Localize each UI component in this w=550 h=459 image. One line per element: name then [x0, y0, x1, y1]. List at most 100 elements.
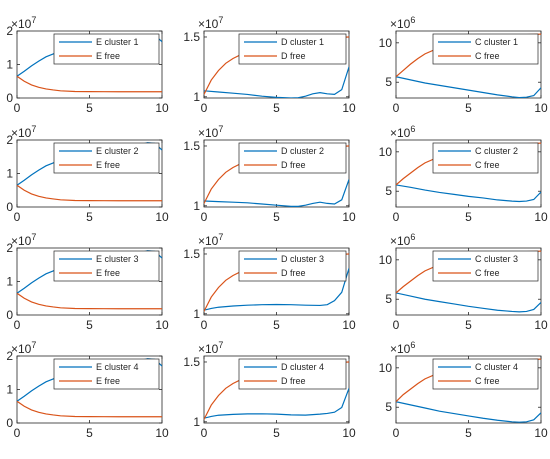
panel-1-2-series-1-line: [204, 66, 349, 98]
panel-4-1-xtick-label: 5: [86, 426, 93, 440]
panel-2-2-legend-label: D free: [281, 160, 306, 170]
panel-4-2-xtick-label: 0: [201, 426, 208, 440]
panel-1-3-xtick-label: 5: [465, 101, 472, 115]
panel-4-1-series-2-line: [17, 400, 162, 418]
panel-2-1-ytick-label: 1: [6, 167, 13, 181]
panel-1-1-series-2-line: [17, 75, 162, 93]
panel-3-3-ytick-label: 10: [379, 253, 393, 267]
panel-1-2-ytick-label: 1.5: [183, 30, 200, 44]
panel-2-3-legend-label: C free: [475, 160, 500, 170]
panel-4-2-ytick-label: 1: [193, 415, 200, 429]
panel-1-1-ytick-label: 0: [6, 91, 13, 105]
panel-3-1: 0 5 10 0 1 2×107 E cluster 3 E free: [6, 232, 169, 332]
panel-4-1-ytick-label: 2: [6, 349, 13, 363]
panel-4-3-xtick-label: 5: [465, 426, 472, 440]
panel-1-3-xtick-label: 10: [534, 101, 548, 115]
panel-1-3-ytick-label: 10: [379, 36, 393, 50]
panel-2-2-series-1-line: [204, 179, 349, 207]
panel-1-3-series-1-line: [396, 76, 541, 98]
panel-1-2-legend: [238, 33, 347, 65]
panel-3-2: 0 5 10 1 1.5×107 D cluster 3 D free: [183, 232, 356, 332]
panel-3-1-series-2-line: [17, 292, 162, 310]
panel-2-2-xtick-label: 10: [342, 210, 356, 224]
panel-1-3-xtick-label: 0: [393, 101, 400, 115]
panel-4-2-legend-label: D cluster 4: [281, 362, 324, 372]
panel-4-2-legend: [238, 358, 347, 390]
panel-2-2-xtick-label: 5: [273, 210, 280, 224]
panel-4-3-multiplier: ×106: [390, 340, 415, 356]
panel-3-3-ytick-label: 5: [385, 292, 392, 306]
panel-3-2-xtick-label: 10: [342, 318, 356, 332]
panel-1-1-xtick-label: 5: [86, 101, 93, 115]
panel-3-3-legend-label: C free: [475, 268, 500, 278]
panel-3-2-series-1-line: [204, 268, 349, 311]
panel-1-3-multiplier: ×106: [390, 15, 415, 31]
panel-3-2-legend: [238, 250, 347, 282]
panel-4-3-xtick-label: 10: [534, 426, 548, 440]
panel-3-3-multiplier: ×106: [390, 232, 415, 248]
panel-3-1-ytick-label: 2: [6, 241, 13, 255]
panel-4-1: 0 5 10 0 1 2×107 E cluster 4 E free: [6, 340, 169, 440]
panel-2-3-xtick-label: 10: [534, 210, 548, 224]
panel-2-1-legend-label: E cluster 2: [96, 146, 139, 156]
panel-4-3-xtick-label: 0: [393, 426, 400, 440]
panel-2-1-ytick-label: 2: [6, 133, 13, 147]
panel-1-2-ytick-label: 1: [193, 90, 200, 104]
panel-3-2-multiplier: ×107: [198, 232, 223, 248]
panel-1-2-multiplier: ×107: [198, 15, 223, 31]
panel-4-2-multiplier: ×107: [198, 340, 223, 356]
panel-3-2-ytick-label: 1.5: [183, 247, 200, 261]
panel-1-2-xtick-label: 5: [273, 101, 280, 115]
panel-3-1-xtick-label: 0: [14, 318, 21, 332]
panel-3-3-xtick-label: 10: [534, 318, 548, 332]
panel-3-1-ytick-label: 0: [6, 308, 13, 322]
panel-4-3-ytick-label: 10: [379, 361, 393, 375]
panel-3-1-legend-label: E cluster 3: [96, 254, 139, 264]
panel-2-2-ytick-label: 1.5: [183, 139, 200, 153]
panel-3-1-xtick-label: 10: [155, 318, 169, 332]
panel-2-2: 0 5 10 1 1.5×107 D cluster 2 D free: [183, 124, 356, 224]
panel-4-3-ytick-label: 5: [385, 400, 392, 414]
panel-2-2-multiplier: ×107: [198, 124, 223, 140]
panel-1-2-legend-label: D free: [281, 51, 306, 61]
panel-1-2: 0 5 10 1 1.5×107 D cluster 1 D free: [183, 15, 356, 115]
panel-1-3-legend-label: C cluster 1: [475, 37, 518, 47]
panel-2-1-legend: [53, 142, 160, 174]
panel-1-1-legend-label: E free: [96, 51, 120, 61]
panel-3-3-xtick-label: 5: [465, 318, 472, 332]
panel-4-1-xtick-label: 0: [14, 426, 21, 440]
panel-2-3-series-1-line: [396, 184, 541, 203]
panel-4-2: 0 5 10 1 1.5×107 D cluster 4 D free: [183, 340, 356, 440]
panel-2-3-xtick-label: 0: [393, 210, 400, 224]
panel-3-3-legend-label: C cluster 3: [475, 254, 518, 264]
panel-2-2-ytick-label: 1: [193, 199, 200, 213]
panel-3-2-legend-label: D free: [281, 268, 306, 278]
panel-2-3-ytick-label: 10: [379, 145, 393, 159]
panel-3-1-legend: [53, 250, 160, 282]
panel-1-2-legend-label: D cluster 1: [281, 37, 324, 47]
panel-4-2-series-1-line: [204, 388, 349, 419]
panel-4-1-legend: [53, 358, 160, 390]
panel-2-1-xtick-label: 5: [86, 210, 93, 224]
panel-4-1-ytick-label: 1: [6, 383, 13, 397]
panel-1-1: 0 5 10 0 1 2×107 E cluster 1 E free: [6, 15, 169, 115]
panel-3-2-xtick-label: 0: [201, 318, 208, 332]
panel-1-2-xtick-label: 10: [342, 101, 356, 115]
panel-1-1-xtick-label: 0: [14, 101, 21, 115]
panel-3-1-ytick-label: 1: [6, 275, 13, 289]
panel-1-1-ytick-label: 2: [6, 24, 13, 38]
panel-1-1-ytick-label: 1: [6, 58, 13, 72]
panel-4-2-legend-label: D free: [281, 376, 306, 386]
panel-2-2-xtick-label: 0: [201, 210, 208, 224]
panel-2-2-legend-label: D cluster 2: [281, 146, 324, 156]
panel-4-3-legend-label: C free: [475, 376, 500, 386]
panel-3-1-xtick-label: 5: [86, 318, 93, 332]
panel-4-1-ytick-label: 0: [6, 416, 13, 430]
panel-1-3-ytick-label: 5: [385, 75, 392, 89]
panel-4-3-legend: [432, 358, 539, 390]
panel-3-2-xtick-label: 5: [273, 318, 280, 332]
